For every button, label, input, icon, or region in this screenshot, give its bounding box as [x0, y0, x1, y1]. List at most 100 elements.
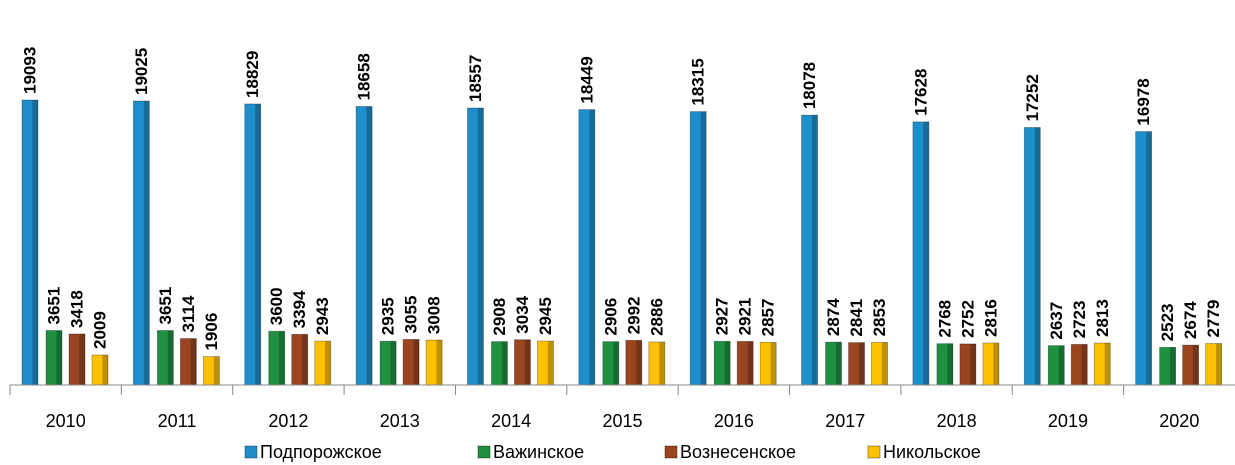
value-label: 2943: [313, 297, 332, 335]
value-label: 2908: [490, 298, 509, 336]
value-label: 2857: [759, 299, 778, 337]
x-tick-label: 2016: [714, 411, 754, 431]
value-label: 3008: [425, 296, 444, 334]
bar-shade: [1216, 343, 1222, 385]
bar-shade: [366, 106, 373, 385]
value-label: 2927: [713, 297, 732, 335]
bar-shade: [390, 341, 397, 385]
value-label: 18315: [689, 58, 708, 105]
bar-shade: [56, 330, 62, 385]
value-label: 2935: [379, 297, 398, 335]
value-label: 2637: [1047, 302, 1066, 340]
bar-shade: [1058, 345, 1065, 385]
bar-shade: [1146, 131, 1152, 385]
value-label: 3114: [179, 295, 198, 332]
bar-shade: [970, 343, 976, 385]
value-label: 16978: [1134, 78, 1153, 125]
value-label: 2813: [1093, 299, 1112, 337]
bar-shade: [325, 341, 331, 385]
bar-shade: [102, 355, 108, 385]
x-tick-label: 2019: [1048, 411, 1088, 431]
bar-shade: [413, 339, 420, 385]
bar-shade: [302, 334, 308, 385]
value-label: 3651: [44, 287, 63, 325]
legend-label: Важинское: [493, 442, 584, 462]
value-label: 3055: [402, 296, 421, 334]
bar-shade: [1081, 344, 1088, 385]
bar-shade: [770, 342, 777, 385]
bar-shade: [1170, 347, 1176, 385]
x-tick-label: 2015: [602, 411, 642, 431]
value-label: 18829: [243, 51, 262, 98]
bar-shade: [524, 339, 531, 385]
value-label: 2874: [824, 298, 843, 336]
value-label: 17628: [911, 69, 930, 116]
bar-shade: [923, 121, 929, 385]
value-label: 2816: [981, 299, 1000, 337]
value-label: 2523: [1158, 304, 1177, 342]
value-label: 3651: [156, 287, 175, 325]
bar-shade: [747, 341, 754, 385]
bar-shade: [190, 338, 197, 385]
x-tick-label: 2012: [268, 411, 308, 431]
value-label: 3600: [267, 287, 286, 325]
value-label: 18449: [577, 56, 596, 103]
bar-shade: [881, 342, 888, 385]
value-label: 2768: [935, 300, 954, 338]
x-tick-label: 2020: [1159, 411, 1199, 431]
bar-shade: [501, 341, 508, 385]
bar-shade: [279, 331, 285, 385]
bar-shade: [255, 103, 261, 386]
x-tick-label: 2018: [937, 411, 977, 431]
bar-shade: [477, 108, 484, 385]
x-tick-label: 2014: [491, 411, 531, 431]
bar-shade: [636, 340, 642, 385]
value-label: 2853: [870, 299, 889, 337]
value-label: 2752: [958, 300, 977, 338]
bar-shade: [32, 100, 38, 385]
bar-shade: [167, 330, 174, 385]
value-label: 19025: [132, 48, 151, 95]
bar-shade: [1034, 127, 1041, 385]
value-label: 2009: [90, 311, 109, 349]
value-label: 2723: [1070, 301, 1089, 339]
value-label: 3034: [513, 295, 532, 333]
value-label: 17252: [1023, 74, 1042, 121]
value-label: 3394: [290, 290, 309, 328]
value-label: 2779: [1204, 300, 1223, 338]
value-label: 2945: [536, 297, 555, 335]
bar-shade: [1193, 345, 1199, 385]
bar-shade: [947, 343, 953, 385]
x-tick-label: 2017: [825, 411, 865, 431]
bar-shade: [1104, 343, 1111, 385]
value-label: 18557: [466, 55, 485, 102]
x-tick-label: 2010: [46, 411, 86, 431]
bar-shade: [811, 115, 818, 385]
bar-shade: [993, 342, 999, 385]
value-label: 3418: [67, 290, 86, 328]
legend-marker: [477, 445, 491, 459]
value-label: 2992: [624, 297, 643, 335]
x-tick-label: 2011: [158, 411, 197, 431]
bar-shade: [436, 340, 443, 385]
bar-shade: [835, 342, 842, 385]
value-label: 19093: [20, 47, 39, 94]
value-label: 18658: [355, 53, 374, 100]
legend-marker: [867, 445, 881, 459]
bar-shade: [700, 111, 707, 385]
bar-shade: [724, 341, 731, 385]
bar-shade: [589, 109, 595, 385]
legend-label: Вознесенское: [680, 442, 796, 462]
value-label: 1906: [202, 313, 221, 351]
x-tick-label: 2013: [380, 411, 420, 431]
value-label: 2674: [1181, 301, 1200, 339]
bar-shade: [858, 342, 865, 385]
bar-shade: [613, 341, 619, 385]
legend-label: Подпорожское: [260, 442, 382, 462]
value-label: 2921: [736, 298, 755, 336]
value-label: 18078: [800, 62, 819, 109]
value-label: 2886: [647, 298, 666, 336]
bar-shade: [143, 101, 150, 386]
bar-shade: [79, 333, 85, 385]
bar-shade: [659, 341, 665, 385]
